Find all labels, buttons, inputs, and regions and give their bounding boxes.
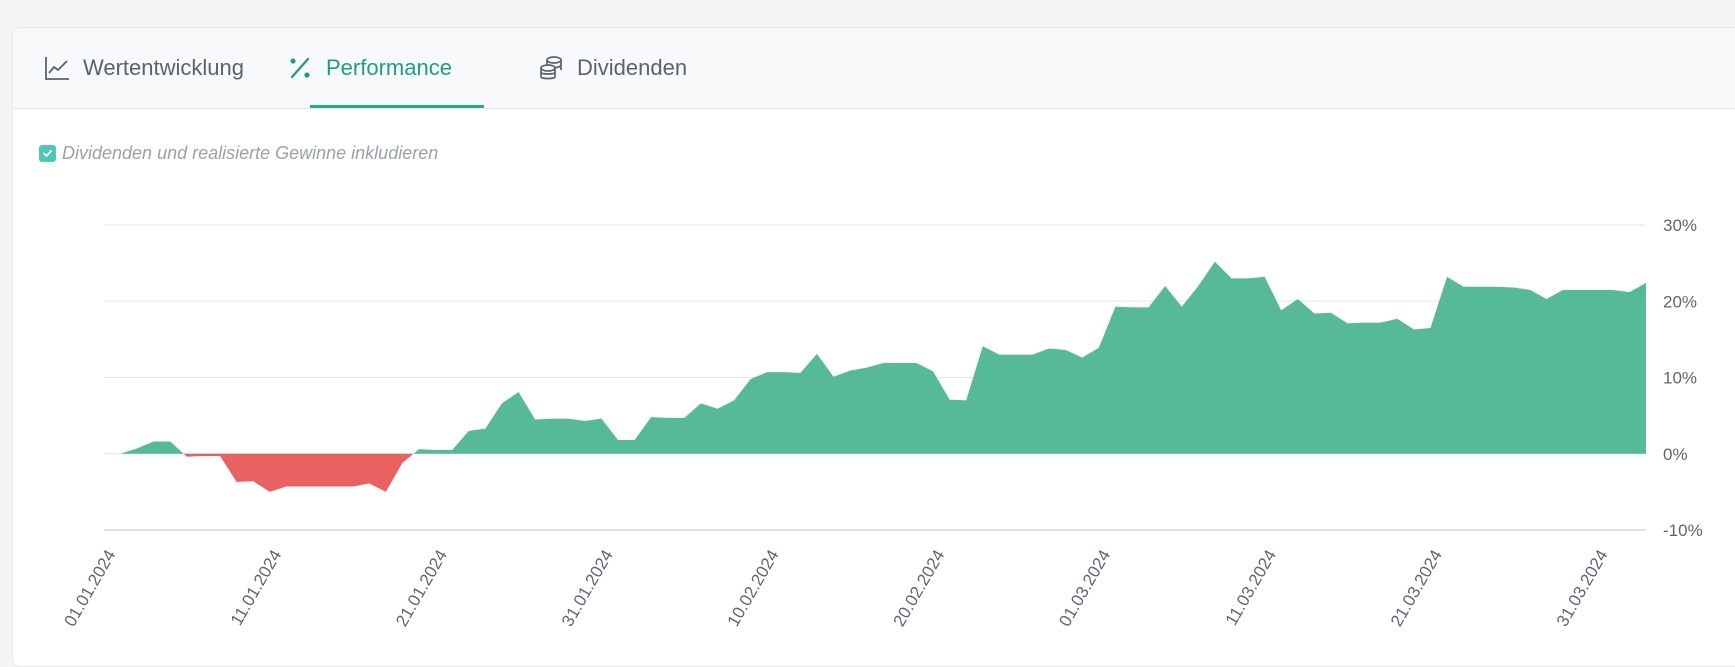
tab-dividenden[interactable]: Dividenden (537, 28, 687, 108)
checkmark-icon (43, 150, 52, 157)
coins-stack-icon (540, 56, 562, 80)
tab-performance-label: Performance (326, 55, 452, 80)
tab-wertentwicklung[interactable]: Wertentwicklung (43, 28, 244, 108)
x-tick-label: 31.01.2024 (558, 547, 617, 630)
x-tick-label: 21.01.2024 (392, 547, 451, 630)
x-tick-label: 21.03.2024 (1387, 547, 1446, 630)
positive-area (104, 261, 1646, 454)
x-tick-label: 01.01.2024 (60, 547, 119, 630)
active-tab-indicator (310, 105, 484, 108)
include-dividends-checkbox[interactable] (39, 145, 56, 162)
y-tick-label: -10% (1663, 521, 1703, 540)
percent-icon (290, 57, 310, 79)
x-tick-label: 01.03.2024 (1055, 547, 1114, 630)
tab-bar: Wertentwicklung Performance Dividenden (13, 28, 1735, 109)
x-tick-label: 11.01.2024 (227, 547, 285, 629)
y-tick-label: 10% (1663, 369, 1697, 388)
tab-dividenden-label: Dividenden (577, 55, 688, 80)
include-dividends-option[interactable]: Dividenden und realisierte Gewinne inklu… (39, 143, 438, 164)
y-tick-label: 20% (1663, 292, 1697, 311)
tab-performance[interactable]: Performance (286, 28, 452, 108)
negative-area (104, 453, 414, 492)
y-tick-label: 0% (1663, 445, 1688, 464)
y-tick-label: 30% (1663, 216, 1697, 235)
tab-wertentwicklung-label: Wertentwicklung (83, 55, 244, 80)
x-tick-label: 11.03.2024 (1222, 547, 1280, 629)
include-dividends-label: Dividenden und realisierte Gewinne inklu… (62, 143, 439, 163)
x-tick-label: 20.02.2024 (889, 547, 948, 630)
x-tick-label: 31.03.2024 (1553, 547, 1612, 630)
line-chart-icon (45, 57, 69, 80)
x-tick-label: 10.02.2024 (724, 547, 783, 630)
